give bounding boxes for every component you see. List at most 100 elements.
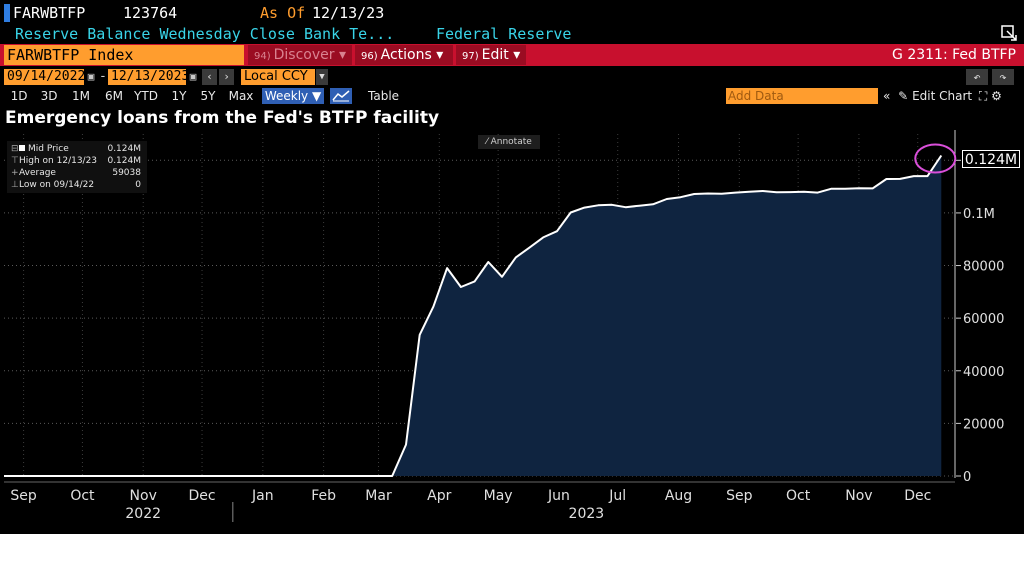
x-tick-label: Oct	[70, 488, 95, 504]
frequency-select[interactable]: Weekly ▼	[262, 88, 324, 104]
last-value: 123764	[123, 4, 178, 22]
legend-label: High on 12/13/23	[19, 156, 98, 166]
legend-value: 0	[135, 180, 141, 190]
x-tick-label: Sep	[10, 488, 37, 504]
legend-row-low: ⊥Low on 09/14/22 0	[11, 179, 145, 191]
legend-row-high: ⊤High on 12/13/23 0.124M	[11, 155, 145, 167]
y-tick-label: 80000	[963, 260, 1004, 275]
chevron-down-icon: ▾	[513, 47, 521, 63]
x-tick-label: Aug	[665, 488, 692, 504]
discover-number: 94)	[254, 51, 271, 62]
x-tick-label: Feb	[311, 488, 336, 504]
end-date-field[interactable]: 12/13/2023	[108, 69, 189, 85]
date-controls: 09/14/2022 ▣ - 12/13/2023 ▣ ‹ › Local CC…	[0, 68, 1024, 87]
description-row: Reserve Balance Wednesday Close Bank Te.…	[0, 24, 1024, 44]
settings-gear-icon[interactable]: ⚙	[991, 89, 1002, 103]
series-line	[4, 154, 943, 477]
annotate-label: Annotate	[490, 137, 532, 147]
security-description: Reserve Balance Wednesday Close Bank Te.…	[15, 25, 395, 43]
x-tick-label: Nov	[845, 488, 872, 504]
legend-row-mid: ⊟ Mid Price 0.124M	[11, 143, 145, 155]
popout-icon[interactable]	[1000, 24, 1018, 42]
add-data-input[interactable]: Add Data	[726, 88, 878, 104]
range-5y[interactable]: 5Y	[200, 89, 216, 103]
currency-select[interactable]: Local CCY	[241, 69, 315, 85]
as-of-label: As Of	[260, 4, 306, 22]
pencil-icon: ⁄	[486, 137, 491, 147]
x-tick-label: Jul	[608, 488, 626, 504]
function-label: G 2311: Fed BTFP	[892, 47, 1016, 63]
date-separator: -	[99, 69, 107, 84]
legend-label: Mid Price	[28, 144, 69, 154]
x-tick-label: Oct	[786, 488, 811, 504]
actions-number: 96)	[361, 51, 378, 62]
annotate-button[interactable]: ⁄ Annotate	[478, 135, 540, 149]
chart-tools: « ✎ Edit Chart ⛶ ⚙	[883, 88, 1002, 104]
year-label: 2022	[125, 506, 161, 522]
range-1m[interactable]: 1M	[72, 89, 90, 103]
bloomberg-terminal: FARWBTFP 123764 As Of 12/13/23 Reserve B…	[0, 0, 1024, 534]
actions-label: Actions	[380, 47, 432, 63]
y-tick-label: 0	[963, 470, 971, 485]
edit-number: 97)	[462, 51, 479, 62]
chevron-down-icon: ▾	[436, 47, 444, 63]
x-tick-label: Mar	[365, 488, 392, 504]
x-tick-label: May	[484, 488, 513, 504]
triangle-down-icon: ▼	[311, 89, 322, 103]
series-swatch	[19, 145, 25, 151]
chart-title: Emergency loans from the Fed's BTFP faci…	[5, 108, 440, 128]
x-tick-label: Jan	[251, 488, 274, 504]
security-field[interactable]: FARWBTFP Index	[4, 45, 244, 65]
collapse-icon[interactable]: «	[883, 89, 891, 103]
series-area-fill	[4, 155, 942, 476]
source-note: Source: Bloomberg	[8, 523, 116, 534]
range-max[interactable]: Max	[228, 89, 254, 103]
collapse-icon[interactable]: ⊟	[11, 144, 19, 154]
last-value-tag: 0.124M	[962, 150, 1020, 168]
as-of-date: 12/13/23	[312, 4, 385, 22]
start-date-field[interactable]: 09/14/2022	[4, 69, 85, 85]
source-name: Federal Reserve	[436, 25, 572, 43]
x-tick-label: Jun	[547, 488, 570, 504]
undo-icon[interactable]: ↶	[966, 69, 988, 85]
range-1d[interactable]: 1D	[10, 89, 28, 103]
calendar-icon[interactable]: ▣	[189, 70, 197, 83]
range-ytd[interactable]: YTD	[134, 89, 158, 103]
y-tick-label: 60000	[963, 312, 1004, 327]
range-1y[interactable]: 1Y	[171, 89, 187, 103]
legend-value: 0.124M	[107, 144, 141, 154]
x-tick-label: Sep	[726, 488, 753, 504]
x-tick-label: Nov	[130, 488, 157, 504]
chevron-down-icon[interactable]: ▼	[316, 69, 328, 85]
edit-chart-button[interactable]: Edit Chart	[912, 89, 973, 103]
legend-value: 0.124M	[107, 156, 141, 166]
legend-row-average: +Average 59038	[11, 167, 145, 179]
pencil-icon[interactable]: ✎	[898, 89, 909, 103]
y-tick-label: 20000	[963, 417, 1004, 432]
chevron-left-icon[interactable]: ‹	[202, 69, 217, 85]
edit-button[interactable]: 97) Edit ▾	[456, 45, 526, 65]
settings-edit-icon[interactable]: ⛶	[978, 89, 988, 103]
frequency-label: Weekly	[264, 89, 309, 103]
redo-icon[interactable]: ↷	[992, 69, 1014, 85]
y-tick-label: 0.1M	[963, 207, 995, 222]
ticker-header: FARWBTFP 123764 As Of 12/13/23	[0, 2, 1024, 24]
line-chart-icon[interactable]	[330, 88, 352, 104]
range-3d[interactable]: 3D	[40, 89, 58, 103]
high-marker-icon: ⊤	[11, 156, 19, 166]
discover-button[interactable]: 94) Discover ▾	[248, 45, 352, 65]
x-tick-label: Apr	[427, 488, 451, 504]
command-bar: FARWBTFP Index 94) Discover ▾ 96) Actions …	[0, 44, 1024, 66]
calendar-icon[interactable]: ▣	[87, 70, 95, 83]
range-6m[interactable]: 6M	[105, 89, 123, 103]
table-button[interactable]: Table	[368, 89, 400, 103]
ticker-symbol: FARWBTFP	[13, 4, 86, 22]
legend-label: Average	[19, 168, 56, 178]
y-tick-label: 40000	[963, 365, 1004, 380]
chevron-right-icon[interactable]: ›	[219, 69, 234, 85]
chevron-down-icon: ▾	[338, 47, 347, 63]
range-bar: 1D 3D 1M 6M YTD 1Y 5Y Max Weekly ▼ Table…	[0, 87, 1024, 105]
actions-button[interactable]: 96) Actions ▾	[355, 45, 453, 65]
legend-value: 59038	[112, 168, 141, 178]
